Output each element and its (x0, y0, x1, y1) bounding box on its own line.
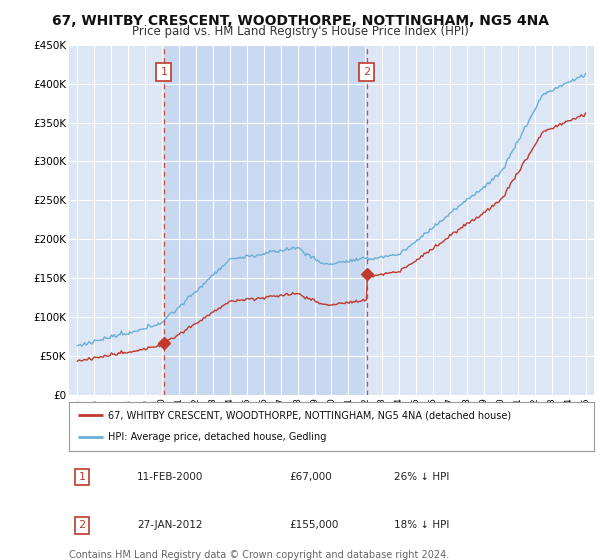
Text: 18% ↓ HPI: 18% ↓ HPI (395, 520, 450, 530)
Text: 27-JAN-2012: 27-JAN-2012 (137, 520, 203, 530)
Text: Contains HM Land Registry data © Crown copyright and database right 2024.
This d: Contains HM Land Registry data © Crown c… (69, 550, 449, 560)
Text: £155,000: £155,000 (290, 520, 339, 530)
Text: 2: 2 (363, 67, 370, 77)
Text: 1: 1 (79, 472, 86, 482)
Text: 67, WHITBY CRESCENT, WOODTHORPE, NOTTINGHAM, NG5 4NA: 67, WHITBY CRESCENT, WOODTHORPE, NOTTING… (52, 14, 548, 28)
Text: 67, WHITBY CRESCENT, WOODTHORPE, NOTTINGHAM, NG5 4NA (detached house): 67, WHITBY CRESCENT, WOODTHORPE, NOTTING… (109, 410, 511, 421)
Text: 1: 1 (160, 67, 167, 77)
Text: £67,000: £67,000 (290, 472, 332, 482)
Text: Price paid vs. HM Land Registry's House Price Index (HPI): Price paid vs. HM Land Registry's House … (131, 25, 469, 38)
Bar (164, 45, 367, 395)
Text: 26% ↓ HPI: 26% ↓ HPI (395, 472, 450, 482)
Text: 11-FEB-2000: 11-FEB-2000 (137, 472, 203, 482)
Text: 2: 2 (79, 520, 86, 530)
Text: HPI: Average price, detached house, Gedling: HPI: Average price, detached house, Gedl… (109, 432, 327, 442)
